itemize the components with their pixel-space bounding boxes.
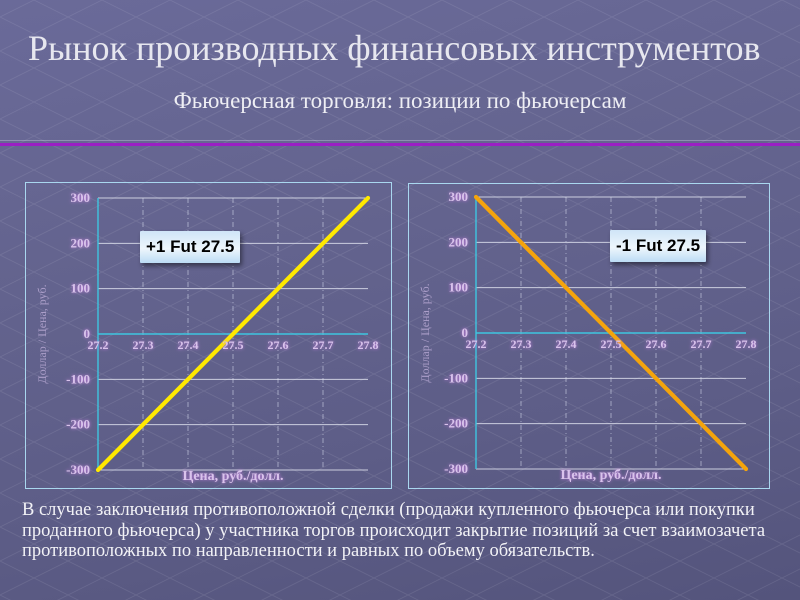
svg-text:-200: -200 [444,416,468,431]
svg-text:27.3: 27.3 [133,338,154,352]
svg-text:300: 300 [71,190,91,205]
svg-text:100: 100 [449,280,469,295]
svg-text:27.2: 27.2 [466,337,487,351]
svg-text:300: 300 [449,189,469,204]
svg-text:27.4: 27.4 [178,338,199,352]
svg-text:-200: -200 [66,417,90,432]
svg-text:100: 100 [71,281,91,296]
svg-text:27.8: 27.8 [736,337,757,351]
svg-text:27.5: 27.5 [223,338,244,352]
svg-text:27.2: 27.2 [88,338,109,352]
svg-text:27.6: 27.6 [646,337,667,351]
svg-text:-100: -100 [66,371,90,386]
svg-text:-300: -300 [66,462,90,477]
svg-text:27.4: 27.4 [556,337,577,351]
svg-text:-100: -100 [444,370,468,385]
svg-text:27.5: 27.5 [601,337,622,351]
svg-text:Цена, руб./долл.: Цена, руб./долл. [560,468,661,483]
svg-text:27.8: 27.8 [358,338,379,352]
svg-text:27.7: 27.7 [691,337,712,351]
svg-text:Цена, руб./долл.: Цена, руб./долл. [182,469,283,484]
svg-text:Доллар / Цена, руб.: Доллар / Цена, руб. [35,284,49,383]
svg-text:-300: -300 [444,461,468,476]
svg-text:27.3: 27.3 [511,337,532,351]
svg-text:27.7: 27.7 [313,338,334,352]
svg-text:27.6: 27.6 [268,338,289,352]
svg-text:200: 200 [71,235,91,250]
svg-text:Доллар / Цена, руб.: Доллар / Цена, руб. [418,283,432,382]
svg-text:200: 200 [449,234,469,249]
